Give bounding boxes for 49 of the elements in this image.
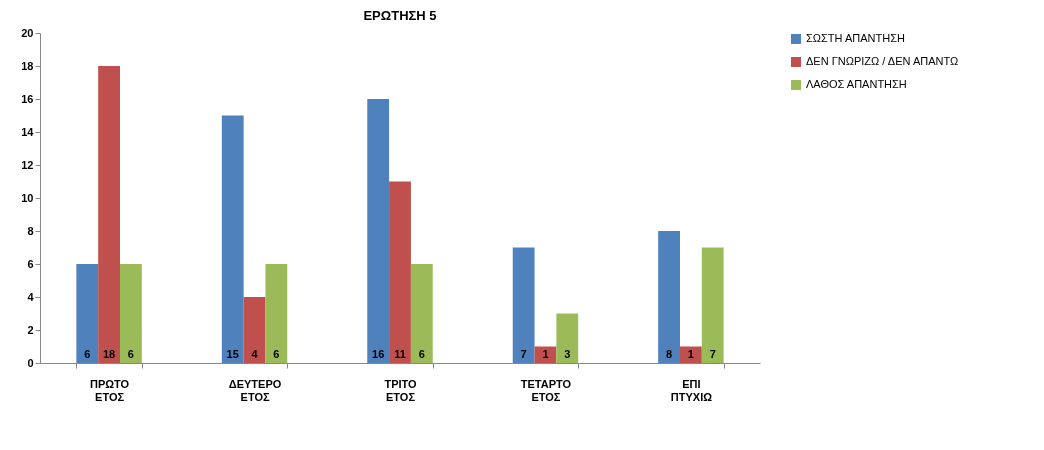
legend-label: ΔΕΝ ΓΝΩΡΙΖΩ / ΔΕΝ ΑΠΑΝΤΩ (806, 55, 959, 67)
data-label: 1 (687, 348, 694, 360)
y-tick-label: 0 (27, 356, 34, 369)
data-label: 3 (564, 348, 571, 360)
y-tick-label: 8 (27, 224, 34, 237)
bar (658, 231, 680, 363)
data-label: 6 (273, 348, 280, 360)
y-tick-label: 4 (27, 290, 35, 303)
bar (680, 346, 702, 363)
y-tick-label: 6 (27, 257, 34, 270)
bar (367, 99, 390, 363)
bar (512, 247, 535, 363)
bar (389, 181, 411, 363)
y-tick-label: 18 (21, 59, 34, 72)
x-tick-label: ΤΕΤΑΡΤΟ ΕΤΟΣ (520, 377, 572, 403)
y-tick-label: 16 (21, 92, 34, 105)
x-tick-label: ΕΠΙ ΠΤΥΧΙΩ (670, 377, 713, 403)
bar (98, 66, 120, 363)
legend-label: ΛΑΘΟΣ ΑΠΑΝΤΗΣΗ (806, 78, 907, 90)
bar (76, 264, 99, 363)
y-tick-label: 20 (21, 26, 34, 39)
data-label: 4 (251, 348, 259, 360)
bar (556, 313, 579, 363)
x-tick-label: ΤΡΙΤΟ ΕΤΟΣ (384, 377, 418, 403)
data-label: 11 (394, 348, 406, 360)
legend-label: ΣΩΣΤΗ ΑΠΑΝΤΗΣΗ (806, 32, 905, 44)
data-label: 8 (666, 348, 673, 360)
bar (120, 264, 142, 363)
bar (265, 264, 288, 363)
data-label: 7 (520, 348, 527, 360)
y-tick-label: 10 (21, 191, 34, 204)
data-label: 16 (372, 348, 385, 360)
data-label: 6 (127, 348, 134, 360)
data-label: 18 (102, 348, 116, 360)
data-label: 7 (709, 348, 716, 360)
x-tick-label: ΠΡΩΤΟ ΕΤΟΣ (90, 377, 130, 403)
data-label: 15 (226, 348, 239, 360)
chart-title: ΕΡΩΤΗΣΗ 5 (363, 8, 437, 23)
y-tick-label: 14 (21, 125, 35, 138)
data-label: 1 (542, 348, 549, 360)
bar (410, 264, 433, 363)
x-tick-label: ΔΕΥΤΕΡΟ ΕΤΟΣ (228, 377, 282, 403)
data-label: 6 (84, 348, 91, 360)
bar (221, 115, 244, 363)
data-label: 6 (418, 348, 425, 360)
y-tick-label: 2 (27, 323, 34, 336)
bar (701, 247, 724, 363)
bar (243, 297, 266, 363)
y-tick-label: 12 (21, 158, 34, 171)
